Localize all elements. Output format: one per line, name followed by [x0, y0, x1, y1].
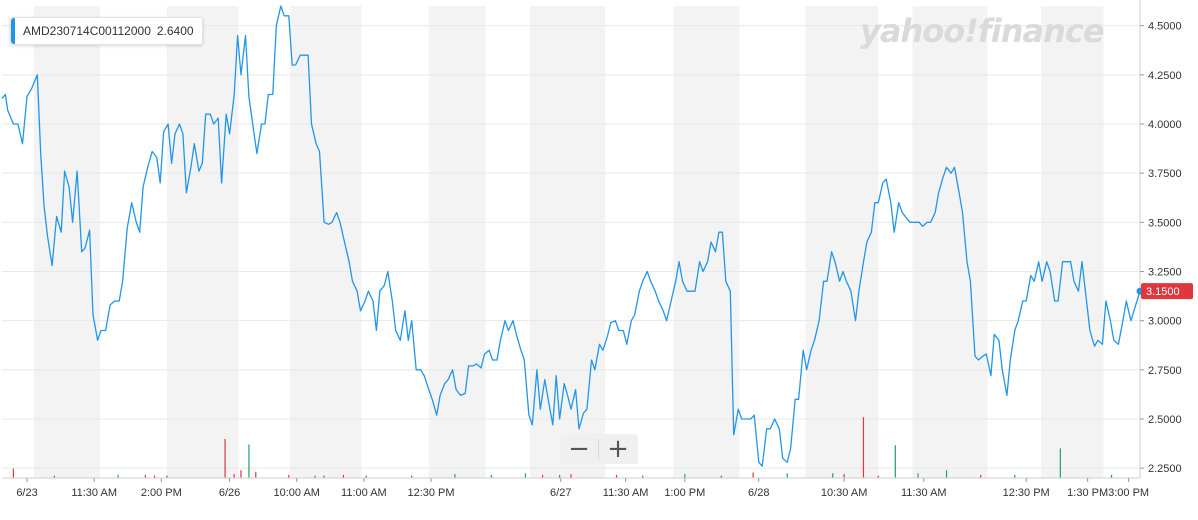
y-tick-label: 3.2500 [1148, 267, 1182, 279]
zoom-controls: − + [560, 434, 638, 464]
legend: AMD230714C00112000 2.6400 [10, 17, 203, 45]
last-price-tag-group: 3.1500 [1141, 283, 1193, 300]
zoom-in-button[interactable]: + [607, 434, 629, 464]
x-tick-label: 11:30 AM [603, 487, 649, 499]
session-band [673, 6, 740, 478]
session-band [428, 6, 486, 478]
legend-value: 2.6400 [156, 24, 194, 38]
y-axis: 2.2500 2.5000 2.7500 3.0000 3.2500 3.5000 3.75… [1140, 21, 1182, 475]
y-tick-label: 4.5000 [1148, 21, 1182, 33]
y-tick-label: 3.5000 [1148, 217, 1182, 229]
yahoo-finance-logo: yahoo!finance [860, 12, 1105, 50]
x-tick-label: 6/27 [550, 487, 571, 499]
y-tick-label: 3.7500 [1148, 168, 1182, 180]
x-tick-label: 11:30 AM [71, 487, 117, 499]
legend-symbol: AMD230714C00112000 [23, 24, 151, 38]
x-axis: 6/23 11:30 AM 2:00 PM 6/26 10:00 AM 11:00 AM 1… [2, 477, 1149, 499]
grid-lines [2, 0, 1141, 478]
price-line [1, 5, 1141, 467]
legend-swatch [11, 18, 15, 44]
x-tick-label: 11:30 AM [901, 487, 947, 499]
x-tick-label: 3:00 PM [1108, 487, 1149, 499]
y-tick-label: 2.5000 [1148, 414, 1182, 426]
session-band [530, 6, 606, 478]
x-tick-label: 2:00 PM [141, 487, 182, 499]
x-tick-label: 12:30 PM [1003, 487, 1050, 499]
x-tick-label: 6/28 [748, 487, 769, 499]
session-band [1040, 6, 1104, 478]
x-tick-label: 12:30 PM [407, 487, 454, 499]
last-price-label: 3.1500 [1146, 286, 1180, 298]
y-tick-label: 3.0000 [1148, 316, 1182, 328]
x-tick-label: 11:00 AM [341, 487, 387, 499]
x-tick-label: 10:00 AM [273, 487, 319, 499]
session-band [805, 6, 879, 478]
session-band [289, 6, 362, 478]
x-tick-label: 1:00 PM [664, 487, 705, 499]
x-tick-label: 1:30 PM [1067, 487, 1108, 499]
y-tick-label: 2.2500 [1148, 463, 1182, 475]
last-price-tag [1141, 283, 1193, 300]
x-tick-label: 6/26 [219, 487, 240, 499]
session-band [33, 6, 100, 478]
session-bands [33, 6, 1104, 478]
x-tick-label: 6/23 [16, 487, 37, 499]
y-tick-label: 4.2500 [1148, 70, 1182, 82]
zoom-separator [598, 439, 599, 459]
session-band [912, 6, 988, 478]
x-tick-label: 10:30 AM [821, 487, 867, 499]
volume-bars [12, 417, 1113, 478]
y-tick-label: 4.0000 [1148, 119, 1182, 131]
y-tick-label: 2.7500 [1148, 365, 1182, 377]
zoom-out-button[interactable]: − [568, 434, 590, 464]
session-band [167, 6, 239, 478]
